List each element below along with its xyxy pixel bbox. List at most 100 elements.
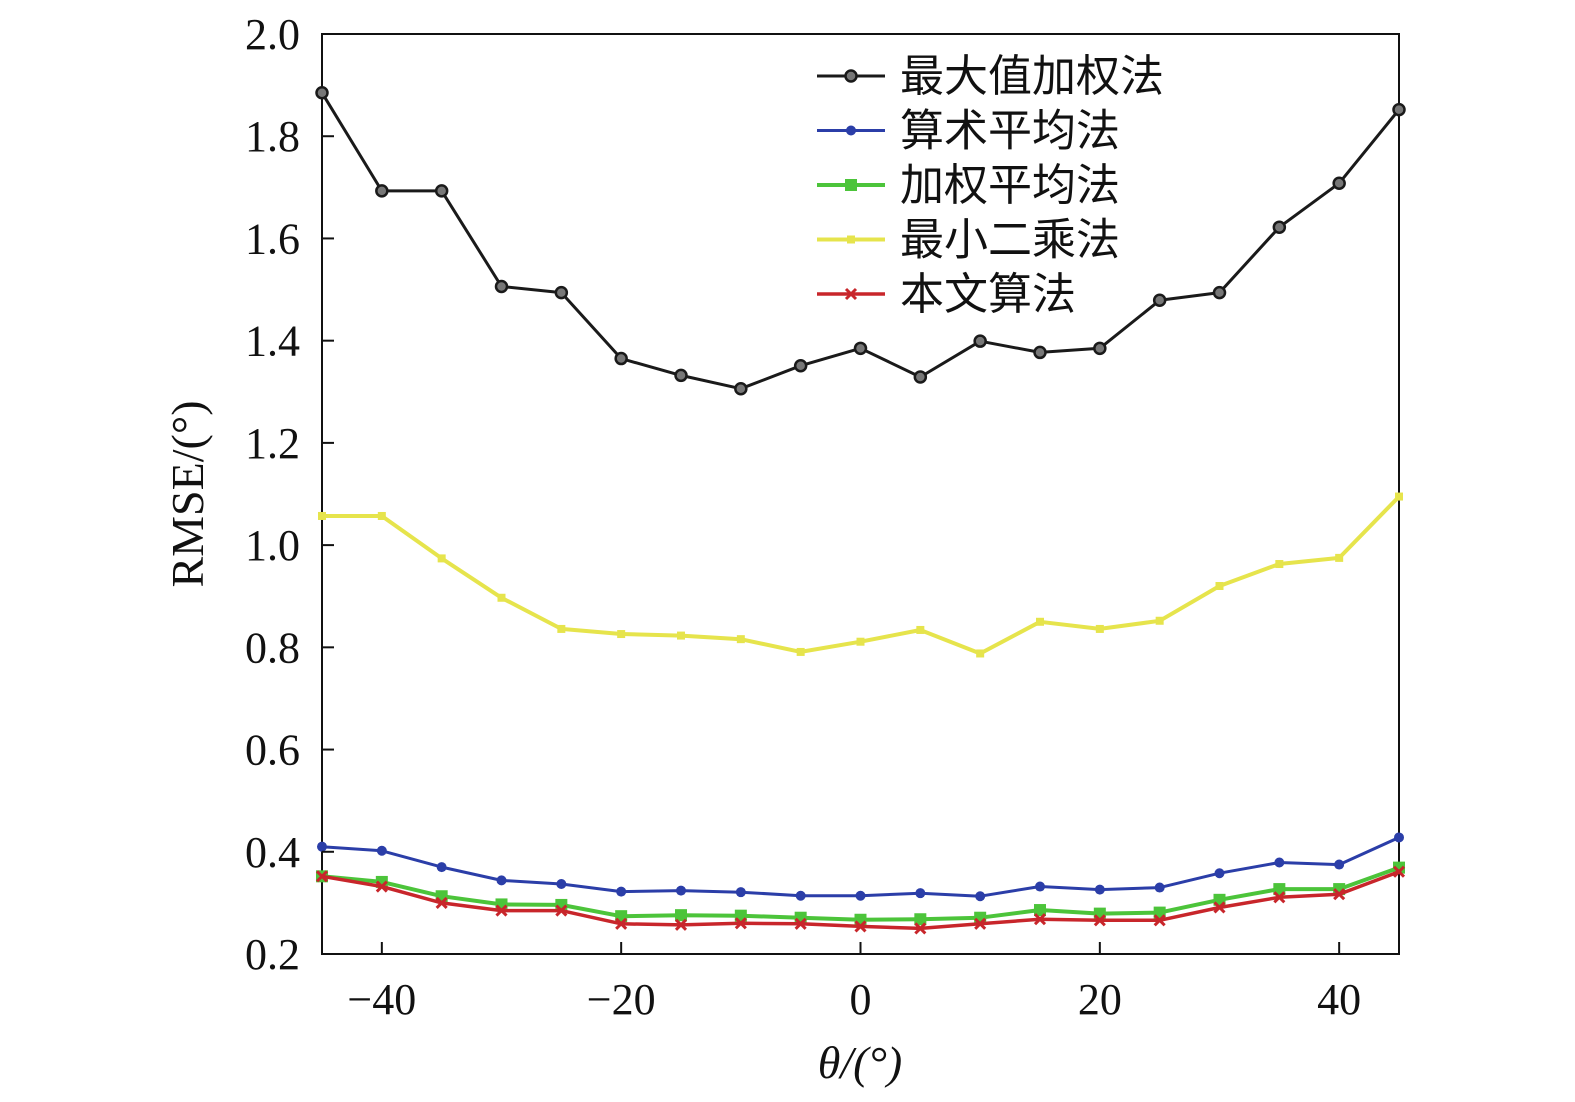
- data-point: [735, 887, 746, 898]
- x-tick-label: −40: [347, 975, 416, 1024]
- y-tick-label: 1.6: [245, 214, 300, 263]
- data-point: [1273, 891, 1286, 904]
- data-point: [555, 904, 568, 917]
- y-tick-label: 0.6: [245, 726, 300, 775]
- data-point: [856, 637, 865, 646]
- data-point: [853, 341, 868, 356]
- data-point: [556, 878, 567, 889]
- data-point: [496, 875, 507, 886]
- data-point: [1272, 220, 1287, 234]
- legend-label: 算术平均法: [900, 106, 1120, 157]
- data-point: [916, 625, 925, 634]
- y-tick-label: 0.8: [245, 623, 300, 672]
- x-tick-label: 0: [850, 975, 872, 1024]
- data-point: [1392, 102, 1406, 117]
- data-point: [674, 368, 688, 383]
- data-point: [614, 351, 628, 366]
- legend-item: 本文算法: [817, 269, 1076, 320]
- data-point: [1392, 865, 1406, 878]
- data-point: [436, 862, 447, 873]
- data-point: [734, 381, 748, 396]
- y-tick-label: 1.8: [245, 112, 300, 161]
- data-point: [497, 593, 506, 602]
- data-point: [974, 917, 987, 930]
- y-tick-label: 0.2: [245, 930, 300, 979]
- legend-label: 最小二乘法: [900, 215, 1120, 266]
- data-point: [736, 635, 745, 644]
- data-point: [1332, 176, 1346, 190]
- legend-item: 最大值加权法: [817, 51, 1164, 102]
- data-point: [434, 184, 449, 198]
- data-point: [315, 86, 329, 100]
- series-layer: [315, 86, 1406, 935]
- data-point: [915, 888, 926, 899]
- series-line: [321, 836, 1400, 898]
- data-point: [317, 841, 327, 852]
- data-point: [1153, 914, 1166, 927]
- data-point: [1036, 617, 1044, 626]
- data-point: [375, 184, 389, 198]
- data-point: [914, 913, 927, 926]
- data-point: [1333, 888, 1346, 901]
- data-point: [495, 904, 508, 917]
- data-point: [1094, 884, 1105, 895]
- data-point: [676, 885, 686, 896]
- series-0: [315, 86, 1406, 396]
- y-axis-label: RMSE/(°): [162, 400, 213, 587]
- data-point: [1394, 832, 1404, 843]
- series-3: [318, 492, 1403, 658]
- data-point: [846, 125, 856, 136]
- data-point: [973, 334, 987, 348]
- data-point: [1334, 859, 1345, 870]
- y-tick-label: 0.4: [245, 828, 300, 877]
- data-point: [794, 917, 807, 930]
- data-point: [844, 69, 858, 83]
- y-tick-label: 1.2: [245, 419, 300, 468]
- data-point: [855, 890, 866, 901]
- data-point: [844, 287, 858, 301]
- data-point: [1033, 913, 1047, 926]
- data-point: [913, 370, 928, 384]
- data-point: [677, 631, 685, 640]
- data-point: [1154, 882, 1165, 893]
- y-axis: 0.2 0.4 0.6 0.8 1.0 1.2 1.4 1.6 1.8 2.0: [245, 10, 334, 979]
- data-point: [376, 845, 387, 856]
- data-point: [1152, 293, 1167, 308]
- data-point: [914, 922, 927, 935]
- data-point: [1273, 883, 1286, 896]
- y-tick-label: 1.4: [245, 317, 300, 366]
- data-point: [796, 647, 805, 656]
- legend-item: 最小二乘法: [817, 215, 1120, 266]
- series-1: [317, 832, 1404, 902]
- data-point: [616, 886, 627, 897]
- x-tick-label: −20: [587, 975, 656, 1024]
- data-point: [847, 235, 855, 244]
- data-point: [1155, 616, 1164, 625]
- legend-label: 本文算法: [900, 269, 1076, 320]
- legend-label: 最大值加权法: [900, 51, 1164, 102]
- data-point: [1213, 901, 1226, 914]
- data-point: [554, 285, 569, 300]
- data-point: [615, 917, 628, 930]
- data-point: [1395, 492, 1403, 501]
- data-point: [1215, 582, 1224, 590]
- data-point: [976, 649, 985, 658]
- data-point: [1095, 624, 1104, 633]
- legend-item: 算术平均法: [817, 106, 1120, 157]
- data-point: [845, 179, 857, 191]
- legend-item: 加权平均法: [817, 160, 1120, 211]
- data-point: [435, 896, 448, 909]
- x-tick-label: 40: [1317, 975, 1361, 1024]
- data-point: [1033, 345, 1047, 360]
- data-point: [318, 511, 326, 520]
- data-point: [1214, 868, 1225, 879]
- data-point: [437, 554, 446, 563]
- data-point: [1275, 560, 1284, 569]
- data-point: [315, 870, 329, 883]
- series-line: [322, 495, 1401, 656]
- data-point: [795, 890, 806, 901]
- x-tick-label: 20: [1078, 975, 1122, 1024]
- data-point: [1274, 857, 1285, 868]
- data-point: [734, 917, 747, 930]
